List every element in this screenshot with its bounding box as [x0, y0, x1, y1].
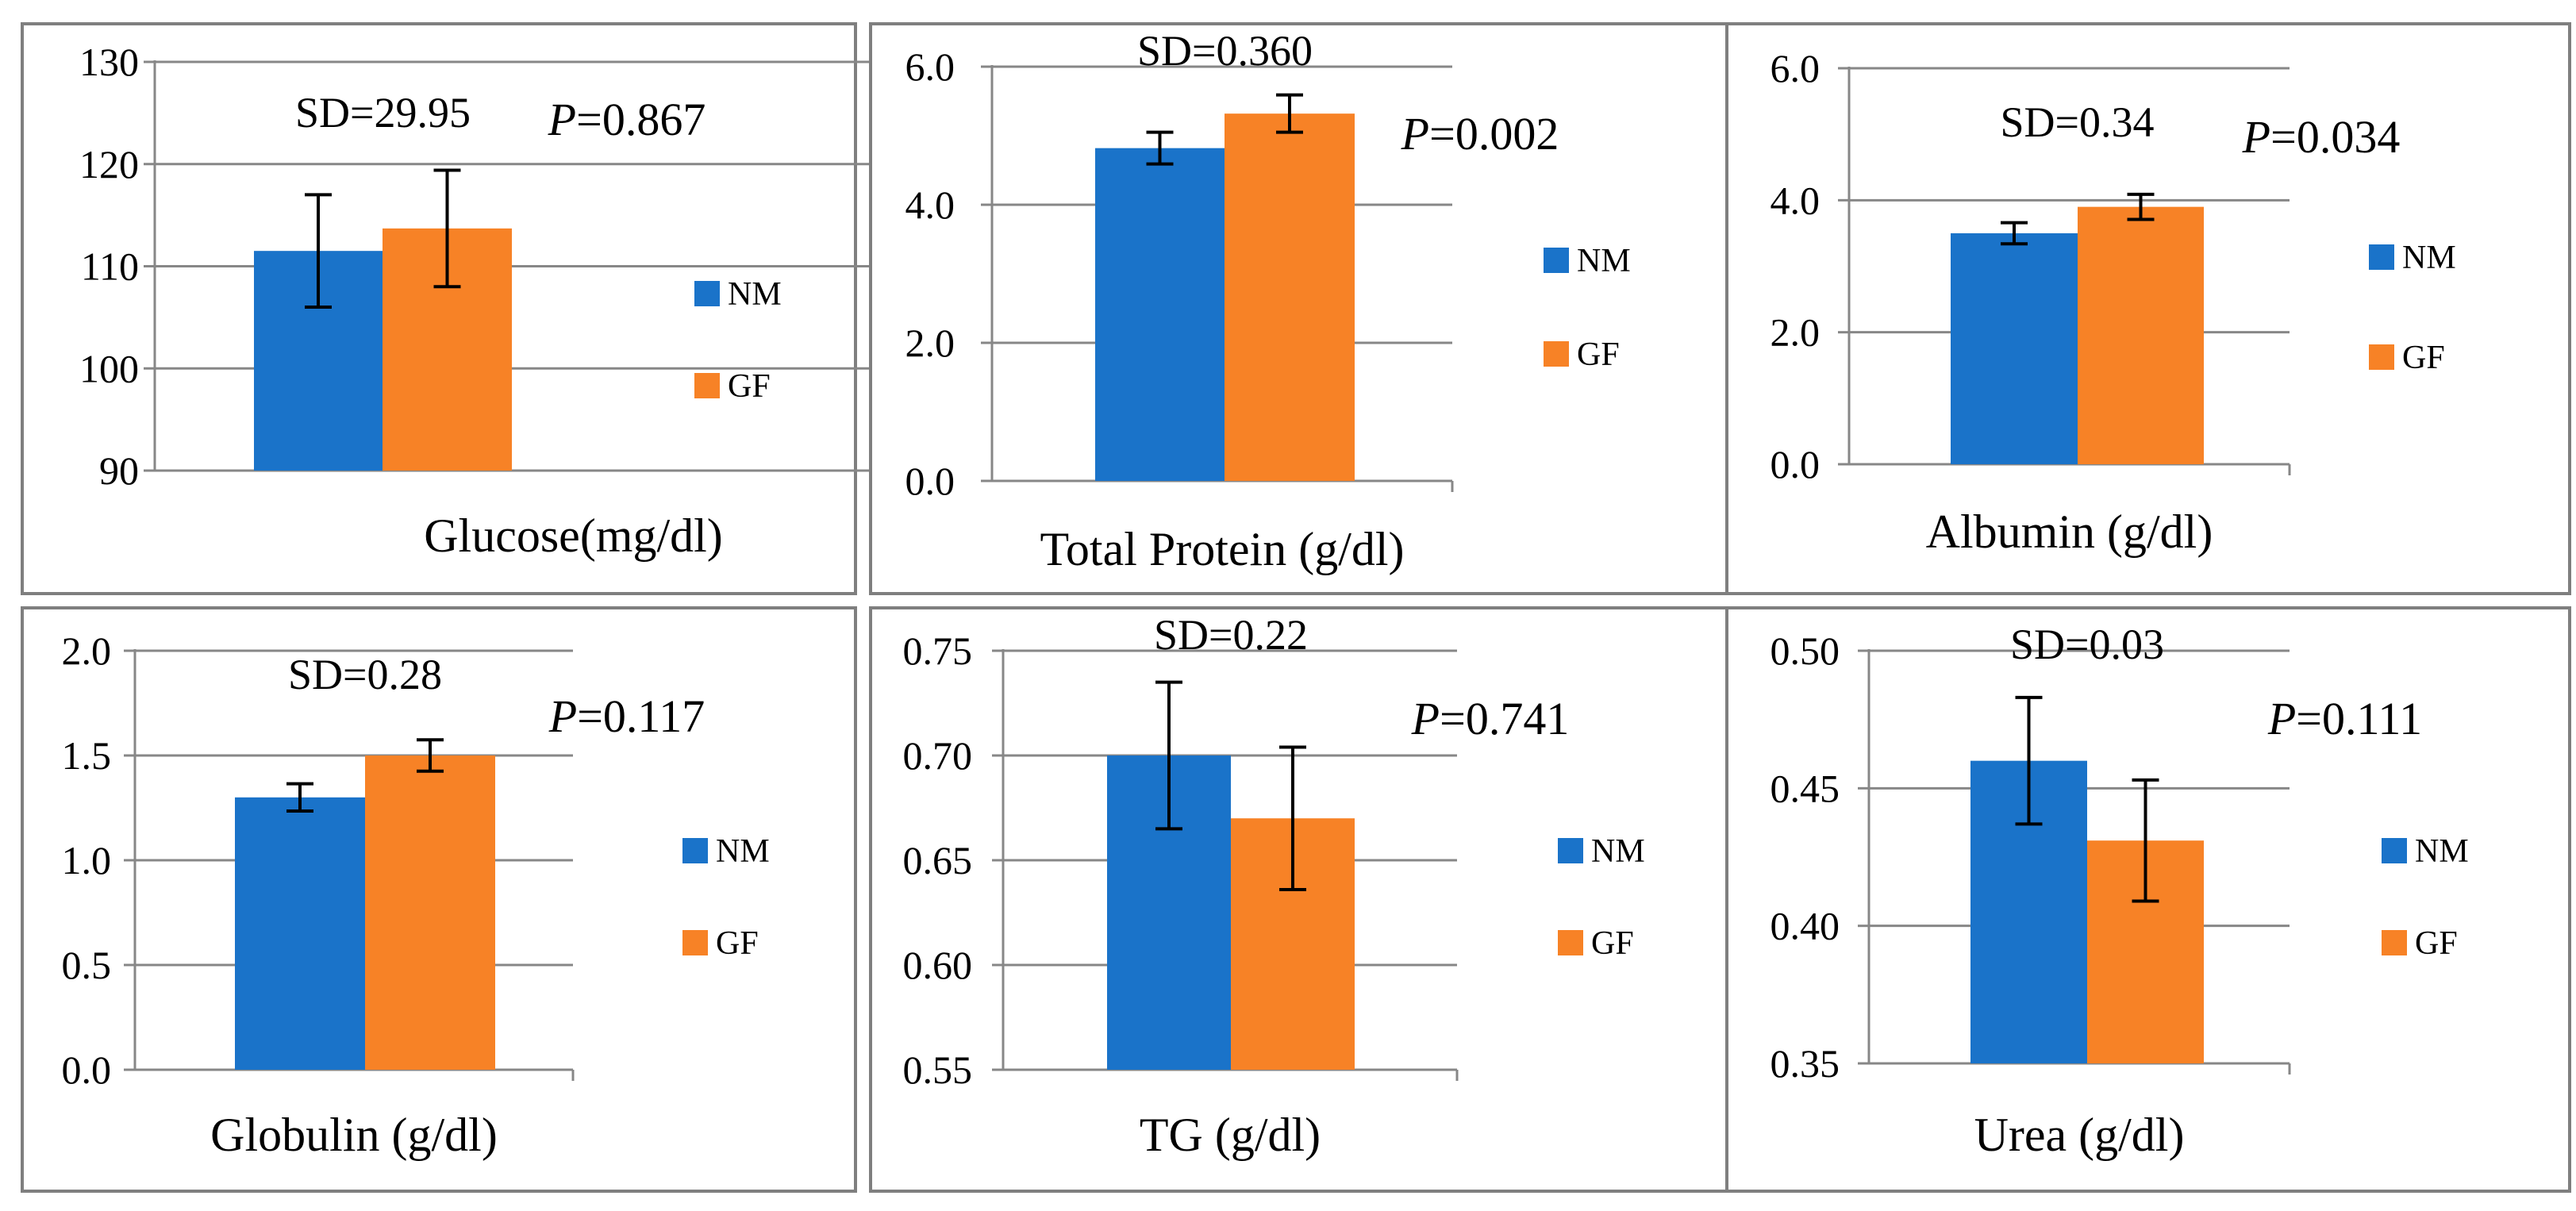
- legend-swatch-gf: [1544, 341, 1569, 367]
- y-tick-label: 0.65: [903, 838, 973, 882]
- bar-gf: [2078, 206, 2204, 464]
- legend-label-nm: NM: [2402, 240, 2456, 276]
- chart-panel-total-protein: 0.0 2.0 4.0 6.0 SD=0.360 P=0.002 NM GF Total Pro…: [869, 22, 1733, 595]
- legend-swatch-gf: [2369, 344, 2394, 370]
- legend-label-nm: NM: [728, 276, 782, 313]
- legend-swatch-nm: [2382, 838, 2407, 863]
- p-value-annotation: P=0.111: [2267, 693, 2422, 744]
- p-value-annotation: P=0.002: [1401, 108, 1559, 160]
- legend-label-nm: NM: [1591, 833, 1645, 870]
- p-letter: P: [548, 690, 577, 742]
- sd-annotation: SD=0.34: [2001, 98, 2155, 146]
- p-value: =0.867: [576, 94, 706, 145]
- y-tick-label: 0.0: [1771, 442, 1821, 486]
- y-tick-label: 2.0: [62, 629, 112, 673]
- y-tick-label: 100: [79, 346, 139, 390]
- legend-label-gf: GF: [716, 925, 759, 962]
- legend-swatch-nm: [1558, 838, 1583, 863]
- legend-label-gf: GF: [1591, 925, 1634, 962]
- p-value-annotation: P=0.117: [548, 690, 706, 742]
- y-tick-label: 130: [79, 40, 139, 84]
- legend-label-gf: GF: [2402, 340, 2445, 376]
- legend-label-nm: NM: [1577, 243, 1631, 279]
- y-tick-label: 4.0: [905, 183, 955, 227]
- p-letter: P: [2242, 111, 2270, 163]
- legend-swatch-gf: [694, 373, 720, 398]
- y-tick-label: 0.0: [905, 459, 955, 503]
- y-tick-label: 0.50: [1771, 629, 1840, 673]
- y-tick-label: 90: [99, 448, 139, 493]
- chart-panel-globulin: 0.0 0.5 1.0 1.5 2.0 SD=0.28 P=0.117 NM GF Globuli…: [21, 606, 857, 1193]
- y-tick-label: 6.0: [905, 44, 955, 89]
- sd-annotation: SD=0.360: [1137, 27, 1313, 75]
- y-tick-label: 0.0: [62, 1048, 112, 1092]
- bar-gf: [1225, 113, 1355, 481]
- axis-title: Total Protein (g/dl): [1040, 523, 1404, 575]
- sd-annotation: SD=0.03: [2010, 621, 2164, 668]
- y-tick-label: 0.60: [903, 943, 973, 987]
- legend-label-nm: NM: [716, 833, 770, 870]
- y-tick-label: 4.0: [1771, 178, 1821, 222]
- axis-title: Urea (g/dl): [1974, 1109, 2185, 1161]
- axis-title: Glucose(mg/dl): [424, 509, 723, 562]
- y-tick-label: 0.75: [903, 629, 973, 673]
- bar-nm: [1095, 148, 1225, 481]
- y-tick-label: 2.0: [1771, 310, 1821, 355]
- p-value: =0.034: [2270, 111, 2400, 163]
- legend-label-gf: GF: [728, 368, 771, 405]
- legend-swatch-nm: [2369, 244, 2394, 270]
- sd-annotation: SD=29.95: [295, 89, 471, 136]
- legend-label-gf: GF: [2415, 925, 2458, 962]
- sd-annotation: SD=0.28: [288, 651, 442, 698]
- chart-panel-urea: 0.35 0.40 0.45 0.50 SD=0.03 P=0.111 NM GF Urea (…: [1725, 606, 2571, 1193]
- bar-nm: [235, 797, 365, 1070]
- p-value-annotation: P=0.867: [548, 94, 706, 145]
- axis-title: Albumin (g/dl): [1926, 506, 2213, 558]
- y-tick-label: 120: [79, 142, 139, 186]
- axis-title: Globulin (g/dl): [210, 1109, 498, 1161]
- y-tick-label: 6.0: [1771, 46, 1821, 90]
- y-tick-label: 0.55: [903, 1048, 973, 1092]
- p-value: =0.117: [577, 690, 705, 742]
- p-value-annotation: P=0.034: [2242, 111, 2401, 163]
- y-tick-label: 110: [81, 244, 139, 289]
- y-tick-label: 1.0: [62, 838, 112, 882]
- y-tick-label: 2.0: [905, 321, 955, 365]
- legend-swatch-gf: [682, 930, 708, 955]
- legend-swatch-nm: [694, 281, 720, 306]
- p-letter: P: [1411, 693, 1440, 744]
- y-tick-label: 0.35: [1771, 1041, 1840, 1086]
- legend-swatch-gf: [1558, 930, 1583, 955]
- y-tick-label: 0.45: [1771, 766, 1840, 810]
- chart-panel-albumin: 0.0 2.0 4.0 6.0 SD=0.34 P=0.034 NM GF Albumin (g…: [1725, 22, 2571, 595]
- p-value: =0.002: [1429, 108, 1559, 160]
- y-tick-label: 1.5: [62, 733, 112, 778]
- legend-swatch-nm: [1544, 248, 1569, 273]
- p-value: =0.111: [2296, 693, 2422, 744]
- p-letter: P: [2267, 693, 2296, 744]
- y-tick-label: 0.5: [62, 943, 112, 987]
- sd-annotation: SD=0.22: [1154, 611, 1308, 659]
- p-letter: P: [548, 94, 576, 145]
- chart-panel-tg: 0.55 0.60 0.65 0.70 0.75 SD=0.22 P=0.741 NM GF TG…: [869, 606, 1733, 1193]
- legend-swatch-gf: [2382, 930, 2407, 955]
- legend-label-nm: NM: [2415, 833, 2469, 870]
- legend-label-gf: GF: [1577, 336, 1620, 373]
- chart-panel-glucose: 90 100 110 120 130 SD=29.95 P=0.867 NM GF Glucose…: [21, 22, 994, 595]
- bar-nm: [1951, 233, 2078, 464]
- y-tick-label: 0.70: [903, 733, 973, 778]
- p-value-annotation: P=0.741: [1411, 693, 1570, 744]
- p-letter: P: [1401, 108, 1429, 160]
- p-value: =0.741: [1440, 693, 1569, 744]
- bar-gf: [365, 755, 495, 1070]
- legend-swatch-nm: [682, 838, 708, 863]
- axis-title: TG (g/dl): [1140, 1109, 1321, 1161]
- y-tick-label: 0.40: [1771, 904, 1840, 948]
